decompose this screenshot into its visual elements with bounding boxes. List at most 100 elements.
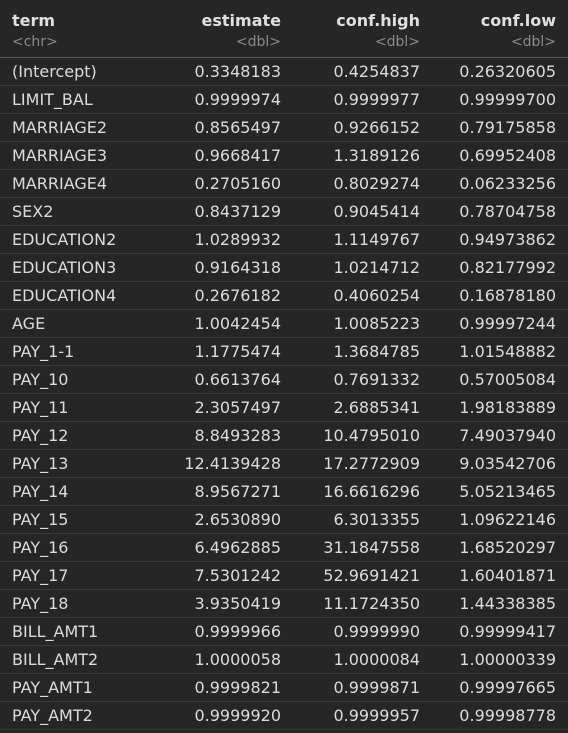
cell-term: BILL_AMT2 <box>12 650 99 669</box>
cell-estimate: 0.9164318 <box>194 258 281 277</box>
table-row: LIMIT_BAL 0.9999974 0.9999977 0.99999700 <box>0 86 568 114</box>
column-type-estimate: <dbl> <box>235 34 281 50</box>
table-row: (Intercept) 0.3348183 0.4254837 0.26320605 <box>0 58 568 86</box>
cell-term: PAY_AMT2 <box>12 706 93 725</box>
cell-term: PAY_12 <box>12 426 69 445</box>
cell-conf-high: 0.9999990 <box>333 622 420 641</box>
table-row: PAY_12 8.8493283 10.4795010 7.49037940 <box>0 422 568 450</box>
table-row: BILL_AMT1 0.9999966 0.9999990 0.99999417 <box>0 618 568 646</box>
cell-conf-low: 0.26320605 <box>459 62 556 81</box>
cell-estimate: 0.6613764 <box>194 370 281 389</box>
cell-conf-high: 6.3013355 <box>333 510 420 529</box>
cell-conf-low: 0.94973862 <box>459 230 556 249</box>
cell-conf-low: 0.99999417 <box>459 622 556 641</box>
cell-term: PAY_AMT1 <box>12 678 93 697</box>
cell-conf-low: 0.06233256 <box>459 174 556 193</box>
table-body: (Intercept) 0.3348183 0.4254837 0.26320605 L… <box>0 58 568 730</box>
cell-term: PAY_1-1 <box>12 342 75 361</box>
table-row: PAY_1-1 1.1775474 1.3684785 1.01548882 <box>0 338 568 366</box>
cell-conf-low: 7.49037940 <box>459 426 556 445</box>
cell-conf-high: 1.3684785 <box>333 342 420 361</box>
column-type-conf-high: <dbl> <box>374 34 420 50</box>
cell-conf-low: 1.44338385 <box>459 594 556 613</box>
table-row: BILL_AMT2 1.0000058 1.0000084 1.00000339 <box>0 646 568 674</box>
table-header: term <chr> estimate <dbl> conf.high <dbl… <box>0 0 568 58</box>
cell-estimate: 0.9999920 <box>194 706 281 725</box>
cell-conf-high: 0.4254837 <box>333 62 420 81</box>
table-row: PAY_AMT1 0.9999821 0.9999871 0.99997665 <box>0 674 568 702</box>
cell-conf-high: 0.9999977 <box>333 90 420 109</box>
cell-term: EDUCATION3 <box>12 258 117 277</box>
cell-conf-high: 2.6885341 <box>333 398 420 417</box>
column-header-conf-low[interactable]: conf.low <box>480 11 556 30</box>
cell-conf-low: 1.60401871 <box>459 566 556 585</box>
cell-estimate: 2.3057497 <box>194 398 281 417</box>
cell-conf-low: 0.99999700 <box>459 90 556 109</box>
cell-conf-high: 11.1724350 <box>323 594 420 613</box>
table-row: PAY_AMT2 0.9999920 0.9999957 0.99998778 <box>0 702 568 730</box>
cell-estimate: 0.2705160 <box>194 174 281 193</box>
cell-conf-low: 1.01548882 <box>459 342 556 361</box>
cell-conf-high: 31.1847558 <box>323 538 420 557</box>
cell-estimate: 0.8565497 <box>194 118 281 137</box>
cell-conf-high: 1.1149767 <box>333 230 420 249</box>
cell-estimate: 1.0289932 <box>194 230 281 249</box>
cell-term: PAY_16 <box>12 538 69 557</box>
cell-conf-high: 0.8029274 <box>333 174 420 193</box>
column-type-term: <chr> <box>12 34 58 50</box>
cell-conf-low: 0.69952408 <box>459 146 556 165</box>
cell-term: EDUCATION4 <box>12 286 117 305</box>
cell-conf-low: 0.78704758 <box>459 202 556 221</box>
cell-estimate: 0.8437129 <box>194 202 281 221</box>
table-row: MARRIAGE2 0.8565497 0.9266152 0.79175858 <box>0 114 568 142</box>
column-header-conf-high[interactable]: conf.high <box>336 11 420 30</box>
column-header-estimate[interactable]: estimate <box>201 11 281 30</box>
cell-term: PAY_18 <box>12 594 69 613</box>
cell-estimate: 8.9567271 <box>194 482 281 501</box>
cell-estimate: 1.0000058 <box>194 650 281 669</box>
table-row: PAY_15 2.6530890 6.3013355 1.09622146 <box>0 506 568 534</box>
cell-term: MARRIAGE4 <box>12 174 108 193</box>
cell-conf-high: 1.0000084 <box>333 650 420 669</box>
cell-conf-low: 0.99997244 <box>459 314 556 333</box>
cell-conf-high: 52.9691421 <box>323 566 420 585</box>
cell-term: PAY_13 <box>12 454 69 473</box>
cell-conf-low: 0.57005084 <box>459 370 556 389</box>
cell-estimate: 1.1775474 <box>194 342 281 361</box>
cell-conf-low: 0.16878180 <box>459 286 556 305</box>
table-row: EDUCATION2 1.0289932 1.1149767 0.94973862 <box>0 226 568 254</box>
cell-conf-low: 1.09622146 <box>459 510 556 529</box>
cell-conf-high: 0.9999871 <box>333 678 420 697</box>
cell-conf-high: 10.4795010 <box>323 426 420 445</box>
cell-term: BILL_AMT1 <box>12 622 99 641</box>
cell-estimate: 0.9999974 <box>194 90 281 109</box>
cell-conf-low: 0.99997665 <box>459 678 556 697</box>
cell-conf-high: 1.3189126 <box>333 146 420 165</box>
cell-estimate: 0.9999966 <box>194 622 281 641</box>
column-header-term[interactable]: term <box>12 11 56 30</box>
cell-conf-low: 1.00000339 <box>459 650 556 669</box>
table-row: EDUCATION4 0.2676182 0.4060254 0.16878180 <box>0 282 568 310</box>
cell-conf-high: 0.7691332 <box>333 370 420 389</box>
table-row: PAY_18 3.9350419 11.1724350 1.44338385 <box>0 590 568 618</box>
table-row: SEX2 0.8437129 0.9045414 0.78704758 <box>0 198 568 226</box>
cell-estimate: 12.4139428 <box>184 454 281 473</box>
table-row: PAY_10 0.6613764 0.7691332 0.57005084 <box>0 366 568 394</box>
cell-conf-low: 5.05213465 <box>459 482 556 501</box>
cell-estimate: 6.4962885 <box>194 538 281 557</box>
cell-estimate: 0.9999821 <box>194 678 281 697</box>
table-row: MARRIAGE4 0.2705160 0.8029274 0.06233256 <box>0 170 568 198</box>
column-type-conf-low: <dbl> <box>510 34 556 50</box>
cell-conf-high: 0.9266152 <box>333 118 420 137</box>
cell-estimate: 0.2676182 <box>194 286 281 305</box>
table-row: PAY_11 2.3057497 2.6885341 1.98183889 <box>0 394 568 422</box>
cell-conf-high: 0.9045414 <box>333 202 420 221</box>
cell-conf-high: 0.9999957 <box>333 706 420 725</box>
cell-estimate: 7.5301242 <box>194 566 281 585</box>
cell-conf-high: 17.2772909 <box>323 454 420 473</box>
table-row: AGE 1.0042454 1.0085223 0.99997244 <box>0 310 568 338</box>
cell-term: AGE <box>12 314 46 333</box>
cell-conf-low: 9.03542706 <box>459 454 556 473</box>
cell-term: LIMIT_BAL <box>12 90 93 109</box>
